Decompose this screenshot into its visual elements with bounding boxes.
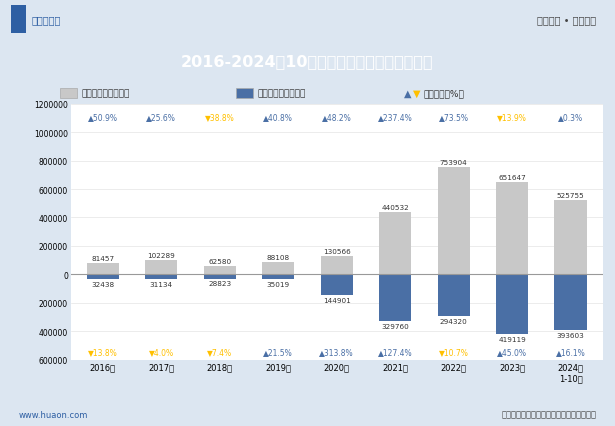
- Text: ▲0.3%: ▲0.3%: [558, 112, 583, 122]
- Text: 进口总额（万美元）: 进口总额（万美元）: [258, 89, 306, 98]
- Text: ▲73.5%: ▲73.5%: [438, 112, 469, 122]
- Bar: [320, 275, 353, 295]
- Bar: [379, 275, 411, 322]
- Text: ▲48.2%: ▲48.2%: [322, 112, 352, 122]
- Text: ▲16.1%: ▲16.1%: [556, 348, 585, 357]
- Text: 144901: 144901: [323, 297, 351, 303]
- Text: 出口总额（万美元）: 出口总额（万美元）: [82, 89, 130, 98]
- Bar: [87, 263, 119, 275]
- Text: 525755: 525755: [557, 193, 584, 199]
- Text: 88108: 88108: [267, 255, 290, 261]
- Text: 2016-2024年10月潍坊综合保税区进、出口额: 2016-2024年10月潍坊综合保税区进、出口额: [181, 54, 434, 69]
- Bar: [204, 266, 236, 275]
- Text: 数据来源：中国海关；华经产业研究院整理: 数据来源：中国海关；华经产业研究院整理: [502, 410, 597, 419]
- Bar: [236, 88, 253, 99]
- Bar: [87, 275, 119, 279]
- Text: ▼: ▼: [413, 89, 421, 99]
- Text: 102289: 102289: [148, 253, 175, 259]
- Text: 419119: 419119: [498, 336, 526, 342]
- Text: 华经情报网: 华经情报网: [32, 15, 62, 25]
- Text: 31134: 31134: [150, 281, 173, 287]
- Bar: [145, 275, 177, 279]
- Text: ▼38.8%: ▼38.8%: [205, 112, 235, 122]
- Text: 81457: 81457: [91, 256, 114, 262]
- Bar: [379, 212, 411, 275]
- Text: www.huaon.com: www.huaon.com: [18, 410, 88, 419]
- Text: 专业严谨 • 客观科学: 专业严谨 • 客观科学: [538, 15, 597, 25]
- Text: ▼13.8%: ▼13.8%: [88, 348, 117, 357]
- Bar: [555, 200, 587, 275]
- Text: ▼4.0%: ▼4.0%: [149, 348, 174, 357]
- Text: ▲40.8%: ▲40.8%: [263, 112, 293, 122]
- Text: 651647: 651647: [498, 175, 526, 181]
- Bar: [555, 275, 587, 331]
- Text: 同比增速（%）: 同比增速（%）: [424, 89, 464, 98]
- Text: 35019: 35019: [267, 282, 290, 288]
- Text: ▲: ▲: [403, 89, 411, 99]
- Text: ▲50.9%: ▲50.9%: [88, 112, 118, 122]
- Text: 62580: 62580: [208, 258, 231, 264]
- Bar: [437, 168, 470, 275]
- Bar: [496, 182, 528, 275]
- Text: 294320: 294320: [440, 318, 467, 324]
- Bar: [496, 275, 528, 334]
- Text: 440532: 440532: [381, 204, 409, 210]
- Text: ▲127.4%: ▲127.4%: [378, 348, 413, 357]
- Text: ▲25.6%: ▲25.6%: [146, 112, 177, 122]
- Bar: [320, 256, 353, 275]
- Text: ▲313.8%: ▲313.8%: [319, 348, 354, 357]
- Text: ▼13.9%: ▼13.9%: [497, 112, 527, 122]
- Bar: [60, 88, 77, 99]
- Bar: [11, 6, 26, 35]
- Text: ▲237.4%: ▲237.4%: [378, 112, 413, 122]
- Bar: [262, 275, 295, 280]
- Text: ▲21.5%: ▲21.5%: [263, 348, 293, 357]
- Text: ▼7.4%: ▼7.4%: [207, 348, 232, 357]
- Text: 753904: 753904: [440, 160, 467, 166]
- Bar: [437, 275, 470, 317]
- Text: 28823: 28823: [208, 281, 231, 287]
- Text: 329760: 329760: [381, 323, 409, 329]
- Text: 130566: 130566: [323, 248, 351, 254]
- Bar: [145, 260, 177, 275]
- Text: ▼10.7%: ▼10.7%: [438, 348, 469, 357]
- Text: ▲45.0%: ▲45.0%: [497, 348, 527, 357]
- Text: 32438: 32438: [91, 281, 114, 287]
- Bar: [204, 275, 236, 279]
- Text: 393603: 393603: [557, 332, 584, 338]
- Bar: [262, 262, 295, 275]
